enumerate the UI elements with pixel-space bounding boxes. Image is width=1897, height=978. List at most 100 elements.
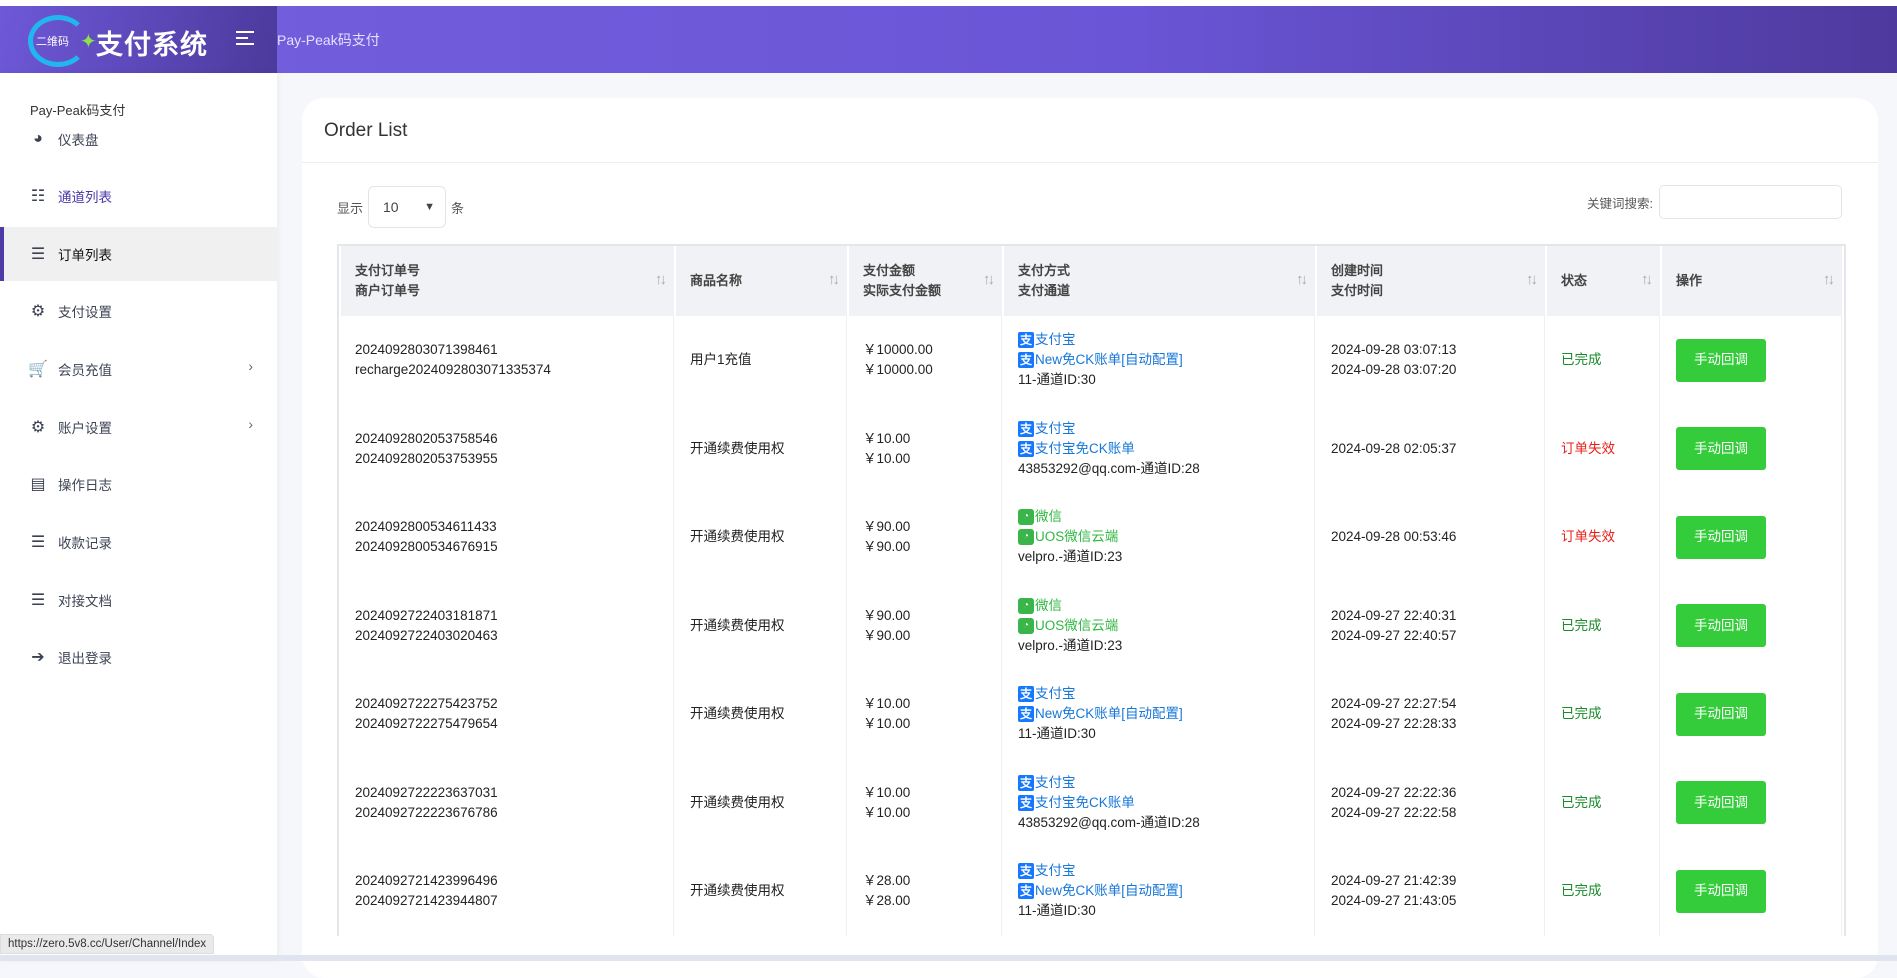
sidebar-item[interactable]: ☰ 对接文档 xyxy=(0,573,277,627)
payment-channel-label: New免CK账单[自动配置] xyxy=(1035,883,1183,899)
page-length-control: 显示 10 ▼ 条 xyxy=(337,186,464,228)
manual-callback-button[interactable]: 手动回调 xyxy=(1676,338,1766,382)
column-header[interactable]: 支付金额 实际支付金额 ↑↓ xyxy=(849,246,1002,316)
column-header[interactable]: 创建时间 支付时间 ↑↓ xyxy=(1317,246,1545,316)
logo-star-icon: ✦ xyxy=(80,31,97,53)
sort-icon[interactable]: ↑↓ xyxy=(828,271,840,288)
sort-icon[interactable]: ↑↓ xyxy=(983,271,995,288)
sort-icon[interactable]: ↑↓ xyxy=(655,271,667,288)
alipay-icon: 支 xyxy=(1018,774,1034,791)
page-scrollbar-track[interactable] xyxy=(1879,73,1897,961)
sort-icon[interactable]: ↑↓ xyxy=(1296,271,1308,288)
sidebar-item[interactable]: ☰ 订单列表 xyxy=(0,227,277,281)
alipay-icon: 支 xyxy=(1018,794,1034,811)
column-header[interactable]: 支付订单号 商户订单号 ↑↓ xyxy=(341,246,674,316)
amount: ￥10.00 xyxy=(863,430,911,446)
alipay-icon: 支 xyxy=(1018,883,1034,900)
page-title: Order List xyxy=(324,120,408,141)
sidebar-item[interactable]: ➔ 退出登录 xyxy=(0,630,277,684)
menu-toggle-icon[interactable] xyxy=(236,31,256,47)
top-header: 二维码 ✦ 支付系统 Pay-Peak码支付 xyxy=(0,6,1897,73)
manual-callback-button[interactable]: 手动回调 xyxy=(1676,692,1766,736)
product-name: 开通续费使用权 xyxy=(676,581,847,670)
wechat-icon: ◔ xyxy=(1018,529,1034,546)
search-control: 关键词搜索: xyxy=(1587,185,1842,219)
table-row: 2024092800534611433 2024092800534676915 开… xyxy=(341,493,1842,582)
logo: 二维码 ✦ 支付系统 xyxy=(28,11,208,67)
payment-method-label: 支付宝 xyxy=(1035,332,1076,348)
sidebar-item[interactable]: ⚙ 账户设置 › xyxy=(0,400,277,454)
channel-id: velpro.-通道ID:23 xyxy=(1018,637,1123,653)
payment-method: 支支付宝 xyxy=(1018,861,1300,881)
gear-icon: ⚙ xyxy=(30,419,46,436)
payment-cell: ◔ 微信 ◔ UOS微信云端 velpro.-通道ID:23 xyxy=(1004,581,1315,670)
order-number: 2024092721423996496 xyxy=(355,873,498,889)
action-cell: 手动回调 xyxy=(1662,493,1842,582)
channel-id: 11-通道ID:30 xyxy=(1018,372,1096,388)
dashboard-icon: ◕ xyxy=(33,130,43,147)
manual-callback-button[interactable]: 手动回调 xyxy=(1676,427,1766,471)
sidebar-item[interactable]: 🛒 会员充值 › xyxy=(0,342,277,396)
payment-channel-label: 支付宝免CK账单 xyxy=(1035,440,1135,456)
merchant-order-number: recharge2024092803071335374 xyxy=(355,362,551,378)
column-header[interactable]: 支付方式 支付通道 ↑↓ xyxy=(1004,246,1315,316)
time-cell: 2024-09-27 22:40:31 2024-09-27 22:40:57 xyxy=(1317,581,1545,670)
header-title: Pay-Peak码支付 xyxy=(277,32,380,48)
sidebar-item[interactable]: ▤ 操作日志 xyxy=(0,457,277,511)
order-number: 2024092803071398461 xyxy=(355,342,498,358)
sidebar-item[interactable]: ☷ 通道列表 xyxy=(0,169,277,223)
column-header[interactable]: 商品名称 ↑↓ xyxy=(676,246,847,316)
header-line-1: 操作 xyxy=(1676,273,1703,288)
payment-channel: 支支付宝免CK账单 xyxy=(1018,793,1300,813)
payment-method-label: 支付宝 xyxy=(1035,686,1076,702)
actual-amount: ￥90.00 xyxy=(863,627,911,643)
product-name: 用户1充值 xyxy=(676,316,847,405)
th-list-icon: ☷ xyxy=(30,188,46,205)
manual-callback-button[interactable]: 手动回调 xyxy=(1676,781,1766,825)
sidebar-item[interactable]: ⚙ 支付设置 xyxy=(0,284,277,338)
sort-icon[interactable]: ↑↓ xyxy=(1641,271,1653,288)
order-cell: 2024092721423996496 2024092721423944807 xyxy=(341,847,674,936)
created-time: 2024-09-28 00:53:46 xyxy=(1331,529,1457,545)
column-header[interactable]: 操作 ↑↓ xyxy=(1662,246,1842,316)
actual-amount: ￥10.00 xyxy=(863,450,911,466)
page-length-value: 10 xyxy=(383,199,399,215)
alipay-icon: 支 xyxy=(1018,686,1034,703)
header-line-1: 支付订单号 xyxy=(355,263,421,278)
top-strip xyxy=(0,0,1897,6)
time-cell: 2024-09-27 22:27:54 2024-09-27 22:28:33 xyxy=(1317,670,1545,759)
channel-id: velpro.-通道ID:23 xyxy=(1018,549,1123,565)
payment-method-label: 支付宝 xyxy=(1035,863,1076,879)
logo-small-text: 二维码 xyxy=(36,35,69,48)
table-row: 2024092722275423752 2024092722275479654 开… xyxy=(341,670,1842,759)
action-cell: 手动回调 xyxy=(1662,847,1842,936)
manual-callback-button[interactable]: 手动回调 xyxy=(1676,604,1766,648)
column-header[interactable]: 状态 ↑↓ xyxy=(1547,246,1660,316)
sidebar-item[interactable]: ◕ 仪表盘 xyxy=(0,112,277,166)
payment-method-label: 微信 xyxy=(1035,509,1062,525)
manual-callback-button[interactable]: 手动回调 xyxy=(1676,515,1766,559)
action-cell: 手动回调 xyxy=(1662,404,1842,493)
alipay-icon: 支 xyxy=(1018,440,1034,457)
amount-cell: ￥90.00 ￥90.00 xyxy=(849,493,1002,582)
chevron-right-icon: › xyxy=(248,416,253,432)
sidebar-item[interactable]: ☰ 收款记录 xyxy=(0,515,277,569)
sidebar-item-label: 支付设置 xyxy=(58,305,112,320)
sidebar-item-label: 账户设置 xyxy=(58,421,112,436)
table-row: 2024092722223637031 2024092722223676786 开… xyxy=(341,758,1842,847)
sign-out-icon: ➔ xyxy=(31,649,45,666)
search-input[interactable] xyxy=(1659,185,1842,219)
table-row: 2024092803071398461 recharge2024092803071… xyxy=(341,316,1842,405)
logo-ring xyxy=(28,15,88,67)
order-cell: 2024092802053758546 2024092802053753955 xyxy=(341,404,674,493)
order-cell: 2024092722403181871 2024092722403020463 xyxy=(341,581,674,670)
sort-icon[interactable]: ↑↓ xyxy=(1823,271,1835,288)
page-length-select[interactable]: 10 ▼ xyxy=(368,186,447,228)
payment-method: 支支付宝 xyxy=(1018,773,1300,793)
length-prefix: 显示 xyxy=(337,200,364,216)
paid-time: 2024-09-27 22:28:33 xyxy=(1331,716,1457,732)
sort-icon[interactable]: ↑↓ xyxy=(1526,271,1538,288)
created-time: 2024-09-28 02:05:37 xyxy=(1331,440,1457,456)
payment-cell: 支支付宝支 New免CK账单[自动配置] 11-通道ID:30 xyxy=(1004,316,1315,405)
manual-callback-button[interactable]: 手动回调 xyxy=(1676,869,1766,913)
